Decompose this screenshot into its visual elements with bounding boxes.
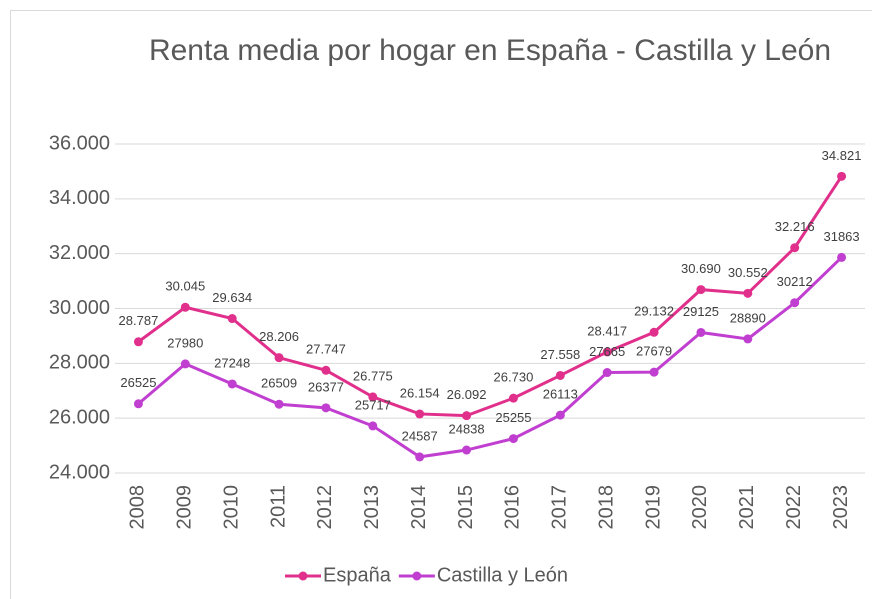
data-label: 26377 [308,379,344,394]
point [368,421,378,431]
data-label: 26.730 [494,370,534,385]
point [274,399,284,409]
x-tick-label: 2019 [642,485,664,530]
point [508,434,518,444]
point [649,327,659,337]
data-label: 25717 [355,397,391,412]
point [602,347,612,357]
data-label: 27.747 [306,342,346,357]
y-tick-label: 34.000 [49,187,110,209]
point [790,243,800,253]
point [227,314,237,324]
series-line [137,175,843,418]
data-label: 28890 [730,310,766,325]
point [321,403,331,413]
data-label: 30.552 [728,265,768,280]
data-label: 30.045 [165,279,205,294]
data-label: 26.154 [400,385,440,400]
point [508,393,518,403]
legend-label: España [323,564,392,586]
x-tick-label: 2011 [267,485,289,528]
y-tick-label: 30.000 [49,297,110,319]
point [649,367,659,377]
point [602,368,612,378]
x-tick-label: 2009 [174,485,196,530]
x-tick-label: 2022 [783,485,805,530]
point [837,171,847,181]
x-tick-label: 2018 [595,485,617,530]
x-tick-label: 2017 [549,485,571,530]
x-tick-label: 2015 [455,485,477,530]
data-label: 26.092 [447,387,487,402]
data-label: 26113 [543,387,578,402]
data-label: 28.787 [119,313,159,328]
x-tick-label: 2012 [314,485,336,530]
x-tick-label: 2020 [689,485,711,530]
data-label: 29.132 [634,304,674,319]
x-tick-label: 2021 [736,485,758,530]
point [180,359,190,369]
point [555,410,565,420]
y-tick-label: 36.000 [49,132,110,154]
data-label: 29.634 [212,290,252,305]
data-label: 30.690 [681,261,721,276]
point [274,353,284,363]
chart-title: Renta media por hogar en España - Castil… [148,34,832,67]
x-tick-label: 2016 [502,485,524,530]
point [462,445,472,455]
y-tick-label: 28.000 [49,352,110,374]
point [743,288,753,298]
x-tick-label: 2008 [127,485,149,530]
data-label: 26525 [120,375,156,390]
chart-frame [10,10,872,599]
point [133,337,143,347]
data-label: 28.417 [587,323,627,338]
data-label: 24838 [448,421,484,436]
data-label: 27248 [214,355,250,370]
point [462,411,472,421]
point [368,392,378,402]
point [743,334,753,344]
legend-marker [298,571,308,581]
point [555,370,565,380]
x-tick-label: 2013 [361,485,383,530]
x-tick-label: 2014 [408,485,430,530]
data-label: 24587 [402,428,438,443]
data-label: 28.206 [259,329,299,344]
data-label: 25255 [495,410,531,425]
y-tick-label: 32.000 [49,242,110,264]
data-label: 26509 [261,376,297,391]
point [415,409,425,419]
x-tick-label: 2023 [830,485,852,530]
y-tick-label: 26.000 [49,406,110,428]
point [696,285,706,295]
point [790,298,800,308]
point [133,399,143,409]
point [227,379,237,389]
legend-label: Castilla y León [437,564,568,586]
legend-marker [412,571,422,581]
data-label: 32.216 [775,219,815,234]
series-line [137,256,843,459]
point [696,327,706,337]
data-label: 31863 [823,229,859,244]
data-label: 27980 [167,335,203,350]
data-label: 26.775 [353,368,393,383]
y-tick-label: 24.000 [49,461,110,483]
data-label: 27679 [636,344,672,359]
x-tick-label: 2010 [220,485,242,530]
data-label: 29125 [683,304,719,319]
data-label: 30212 [777,274,813,289]
point [837,252,847,262]
point [321,365,331,375]
data-label: 34.821 [822,148,862,163]
data-label: 27665 [589,344,625,359]
point [180,302,190,312]
point [415,452,425,462]
data-label: 27.558 [540,347,580,362]
